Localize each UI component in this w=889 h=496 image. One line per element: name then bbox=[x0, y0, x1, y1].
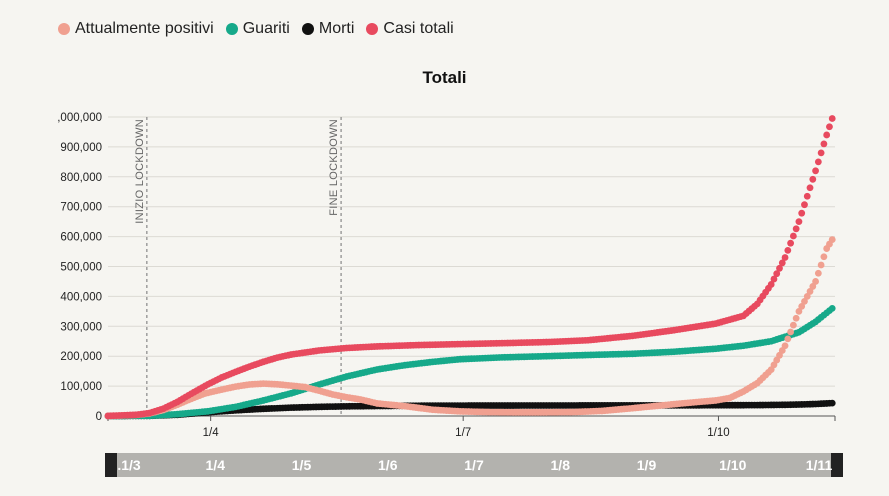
series-casi-totali bbox=[104, 115, 836, 420]
data-point bbox=[817, 149, 825, 157]
data-point bbox=[798, 302, 806, 310]
data-point bbox=[801, 297, 808, 305]
data-point bbox=[801, 201, 808, 209]
data-point bbox=[803, 293, 811, 300]
data-point bbox=[828, 236, 836, 243]
data-point bbox=[814, 269, 822, 277]
annotation-layer: INIZIO LOCKDOWN FINE LOCKDOWN bbox=[134, 117, 342, 416]
data-point bbox=[828, 115, 836, 122]
y-tick-label: 600,000 bbox=[60, 232, 102, 244]
series-attualmente-positivi bbox=[104, 236, 836, 420]
y-tick-label: 100,000 bbox=[60, 381, 102, 393]
y-tick-label: 700,000 bbox=[60, 202, 102, 214]
data-point bbox=[806, 288, 814, 295]
data-point bbox=[789, 321, 797, 329]
data-point bbox=[787, 239, 795, 247]
grid-layer bbox=[108, 116, 835, 417]
slider-date-label[interactable]: 1/6 bbox=[378, 457, 398, 473]
data-point bbox=[784, 335, 792, 343]
legend-item-casi-totali[interactable]: Casi totali bbox=[366, 20, 454, 38]
data-point bbox=[798, 209, 806, 217]
data-point bbox=[812, 278, 819, 285]
data-point bbox=[795, 307, 803, 315]
chart-svg: INIZIO LOCKDOWN FINE LOCKDOWN ,000,000 900… bbox=[57, 112, 836, 439]
data-point bbox=[812, 167, 819, 175]
data-point bbox=[781, 254, 789, 261]
slider-date-label[interactable]: 1/7 bbox=[464, 457, 484, 473]
y-tick-label: 900,000 bbox=[60, 142, 102, 154]
lockdown-label: INIZIO LOCKDOWN bbox=[134, 119, 146, 224]
slider-date-label[interactable]: 1/10 bbox=[719, 457, 747, 473]
slider-date-label[interactable]: 1/11 bbox=[805, 457, 833, 473]
data-point bbox=[809, 283, 817, 290]
slider-date-label[interactable]: 1/8 bbox=[550, 457, 570, 473]
y-tick-label: 500,000 bbox=[60, 262, 102, 274]
data-point bbox=[809, 175, 817, 183]
y-tick-label: 200,000 bbox=[60, 351, 102, 363]
data-point bbox=[784, 246, 792, 254]
data-point bbox=[767, 281, 775, 288]
y-tick-label: 800,000 bbox=[60, 172, 102, 184]
data-point bbox=[776, 264, 783, 272]
data-point bbox=[820, 140, 828, 148]
data-point bbox=[826, 123, 833, 131]
data-point bbox=[781, 342, 789, 350]
data-point bbox=[823, 131, 831, 139]
x-tick-label: 1/10 bbox=[707, 427, 729, 439]
data-point bbox=[817, 261, 825, 269]
data-point bbox=[814, 158, 822, 166]
y-tick-label: 0 bbox=[96, 411, 102, 423]
data-point bbox=[792, 225, 800, 233]
legend-label-attualmente-positivi: Attualmente positivi bbox=[75, 20, 214, 37]
lockdown-label: FINE LOCKDOWN bbox=[328, 119, 340, 216]
data-point bbox=[789, 232, 797, 240]
chart-legend: Attualmente positivi Guariti Morti Casi … bbox=[58, 20, 454, 38]
series-layer bbox=[104, 115, 836, 420]
slider-handle-right[interactable] bbox=[831, 453, 843, 477]
data-point bbox=[770, 275, 778, 283]
legend-label-morti: Morti bbox=[318, 20, 355, 37]
series-morti bbox=[104, 399, 836, 420]
legend-dot-morti bbox=[301, 23, 314, 35]
data-point bbox=[803, 192, 811, 200]
legend-item-morti[interactable]: Morti bbox=[301, 20, 355, 38]
data-point bbox=[778, 259, 786, 267]
slider-date-label[interactable]: .1/3 bbox=[117, 457, 141, 473]
data-point bbox=[792, 314, 800, 322]
legend-item-attualmente-positivi[interactable]: Attualmente positivi bbox=[58, 20, 214, 38]
slider-date-label[interactable]: 1/9 bbox=[636, 457, 657, 473]
legend-dot-attualmente-positivi bbox=[58, 23, 70, 35]
slider-handle-left[interactable] bbox=[105, 453, 117, 477]
legend-dot-casi-totali bbox=[366, 23, 379, 35]
chart-title: Totali bbox=[422, 68, 467, 87]
y-tick-label: ,000,000 bbox=[57, 112, 102, 124]
legend-label-casi-totali: Casi totali bbox=[383, 20, 454, 37]
data-point bbox=[828, 399, 836, 407]
axis-layer: ,000,000 900,000 800,000 700,000 600,000 500,… bbox=[57, 112, 836, 439]
data-point bbox=[806, 184, 814, 192]
legend-dot-guariti bbox=[225, 23, 238, 35]
slider-date-label[interactable]: 1/4 bbox=[205, 457, 225, 473]
legend-label-guariti: Guariti bbox=[242, 20, 290, 37]
slider-date-label[interactable]: 1/5 bbox=[291, 457, 312, 473]
data-point bbox=[773, 270, 781, 278]
date-range-slider[interactable]: .1/3 1/4 1/5 1/6 1/7 1/8 1/9 1/10 1/11 bbox=[105, 453, 843, 477]
y-tick-label: 400,000 bbox=[60, 291, 102, 303]
data-point bbox=[828, 304, 836, 312]
data-point bbox=[820, 253, 828, 261]
legend-item-guariti[interactable]: Guariti bbox=[225, 20, 290, 38]
data-point bbox=[795, 218, 803, 226]
x-tick-label: 1/7 bbox=[455, 427, 471, 439]
data-point bbox=[787, 328, 795, 336]
x-tick-label: 1/4 bbox=[203, 427, 220, 439]
y-tick-label: 300,000 bbox=[60, 321, 102, 333]
